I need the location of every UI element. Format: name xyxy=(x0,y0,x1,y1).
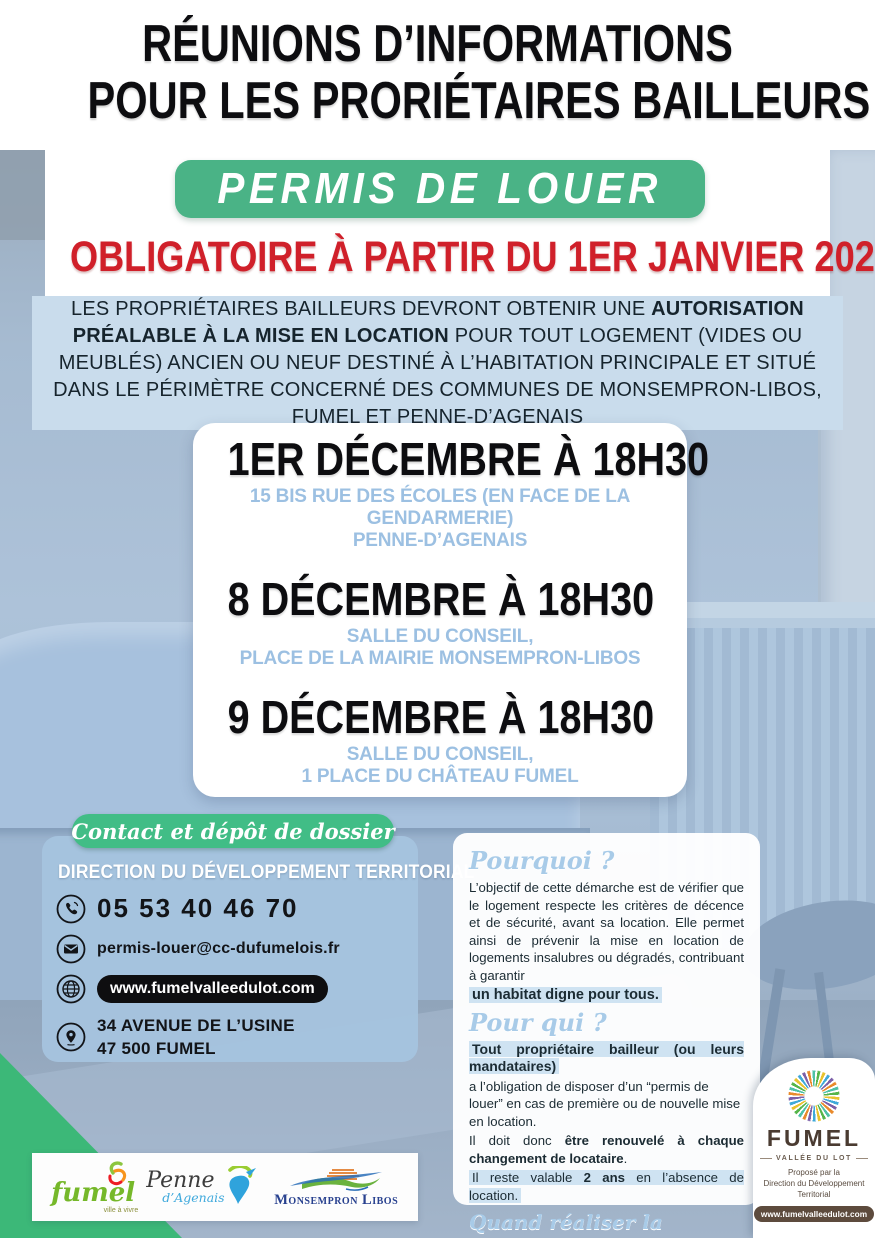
meetings-panel: 1ER DÉCEMBRE À 18H30 15 BIS RUE DES ÉCOL… xyxy=(193,423,710,797)
meeting-datetime: 1ER DÉCEMBRE À 18H30 xyxy=(227,433,710,485)
phone-icon xyxy=(56,894,86,924)
contact-website: www.fumelvalleedulot.com xyxy=(97,975,328,1003)
contact-email: permis-louer@cc-dufumelois.fr xyxy=(97,940,340,957)
contact-address-row: 34 AVENUE DE L’USINE 47 500 FUMEL xyxy=(56,1014,418,1060)
dash-decoration xyxy=(760,1158,773,1159)
fumel-swirl-icon xyxy=(108,1161,127,1186)
faq-who-text1: a l’obligation de disposer d’un “permis … xyxy=(469,1078,741,1129)
contact-phone-row: 05 53 40 46 70 xyxy=(56,893,418,924)
poster-title: RÉUNIONS D’INFORMATIONS POUR LES PRORIÉT… xyxy=(0,16,875,130)
meeting-datetime: 9 DÉCEMBRE À 18H30 xyxy=(227,691,655,743)
permit-banner: PERMIS DE LOUER xyxy=(175,160,705,218)
monsempron-landscape-icon xyxy=(290,1169,383,1192)
location-pin-icon xyxy=(56,1022,86,1052)
poster-title-line1: RÉUNIONS D’INFORMATIONS xyxy=(142,15,733,73)
fumel-wreath-logo-icon xyxy=(788,1070,840,1122)
background-window-sill xyxy=(640,602,875,618)
permit-banner-label: PERMIS DE LOUER xyxy=(217,164,663,213)
faq-who-text2: Il doit donc être renouvelé à chaque cha… xyxy=(469,1133,744,1166)
brand-provided-by: Proposé par la Direction du Développemen… xyxy=(763,1168,865,1199)
meeting-location: SALLE DU CONSEIL, PLACE DE LA MAIRIE MON… xyxy=(239,626,641,669)
faq-who-title: Pour qui ? xyxy=(469,1007,607,1037)
contact-pill: Contact et dépôt de dossier xyxy=(71,814,395,848)
meeting-location: SALLE DU CONSEIL, 1 PLACE DU CHÂTEAU FUM… xyxy=(301,744,579,787)
meeting-item: 8 DÉCEMBRE À 18H30 SALLE DU CONSEIL, PLA… xyxy=(193,574,687,670)
contact-email-row: permis-louer@cc-dufumelois.fr xyxy=(56,934,418,964)
header-band xyxy=(0,0,875,150)
penne-pin-icon xyxy=(228,1165,257,1204)
contact-department: DIRECTION DU DÉVELOPPEMENT TERRITORIAL xyxy=(58,862,475,883)
envelope-icon xyxy=(56,934,86,964)
faq-who-highlight: Tout propriétaire bailleur (ou leurs man… xyxy=(469,1040,744,1074)
faq-why-highlight: un habitat digne pour tous. xyxy=(469,986,744,1005)
mandatory-notice: OBLIGATOIRE À PARTIR DU 1ER JANVIER 2026 xyxy=(70,233,875,281)
faq-when-title: Quand réaliser la demande ? xyxy=(469,1210,663,1234)
faq-why-text: L’objectif de cette démarche est de véri… xyxy=(469,880,744,983)
contact-phone: 05 53 40 46 70 xyxy=(97,893,299,923)
fumel-vallee-du-lot-badge: FUMEL VALLÉE DU LOT Proposé par la Direc… xyxy=(753,1058,875,1238)
contact-box: DIRECTION DU DÉVELOPPEMENT TERRITORIAL 0… xyxy=(42,836,475,1062)
globe-icon xyxy=(56,974,86,1004)
fumel-city-logo: fumel ville à vivre xyxy=(40,1160,146,1214)
contact-website-row: www.fumelvalleedulot.com xyxy=(56,974,418,1004)
intro-text: LES PROPRIÉTAIRES BAILLEURS DEVRONT OBTE… xyxy=(53,297,822,428)
contact-address: 34 AVENUE DE L’USINE 47 500 FUMEL xyxy=(97,1016,295,1058)
poster-title-line2: POUR LES PRORIÉTAIRES BAILLEURS xyxy=(87,72,871,130)
faq-who-text3: Il reste valable 2 ans en l’absence de l… xyxy=(469,1170,744,1203)
brand-website: www.fumelvalleedulot.com xyxy=(753,1206,875,1222)
meeting-item: 1ER DÉCEMBRE À 18H30 15 BIS RUE DES ÉCOL… xyxy=(193,433,710,552)
penne-dagenais-logo: Penne d’Agenais xyxy=(146,1165,262,1205)
intro-box: LES PROPRIÉTAIRES BAILLEURS DEVRONT OBTE… xyxy=(32,296,843,430)
brand-name: FUMEL xyxy=(766,1125,862,1151)
meeting-item: 9 DÉCEMBRE À 18H30 SALLE DU CONSEIL, 1 P… xyxy=(193,692,687,788)
partner-logos-strip: fumel ville à vivre Penne d’Agenais Mons… xyxy=(32,1153,418,1221)
faq-panel: Pourquoi ? L’objectif de cette démarche … xyxy=(453,833,760,1234)
brand-subtitle: VALLÉE DU LOT xyxy=(760,1155,868,1162)
faq-why-title: Pourquoi ? xyxy=(469,846,615,875)
meeting-location: 15 BIS RUE DES ÉCOLES (EN FACE DE LA GEN… xyxy=(249,486,631,551)
dash-decoration xyxy=(855,1158,868,1159)
monsempron-libos-logo: Monsempron Libos xyxy=(262,1166,410,1208)
meeting-datetime: 8 DÉCEMBRE À 18H30 xyxy=(227,573,655,625)
